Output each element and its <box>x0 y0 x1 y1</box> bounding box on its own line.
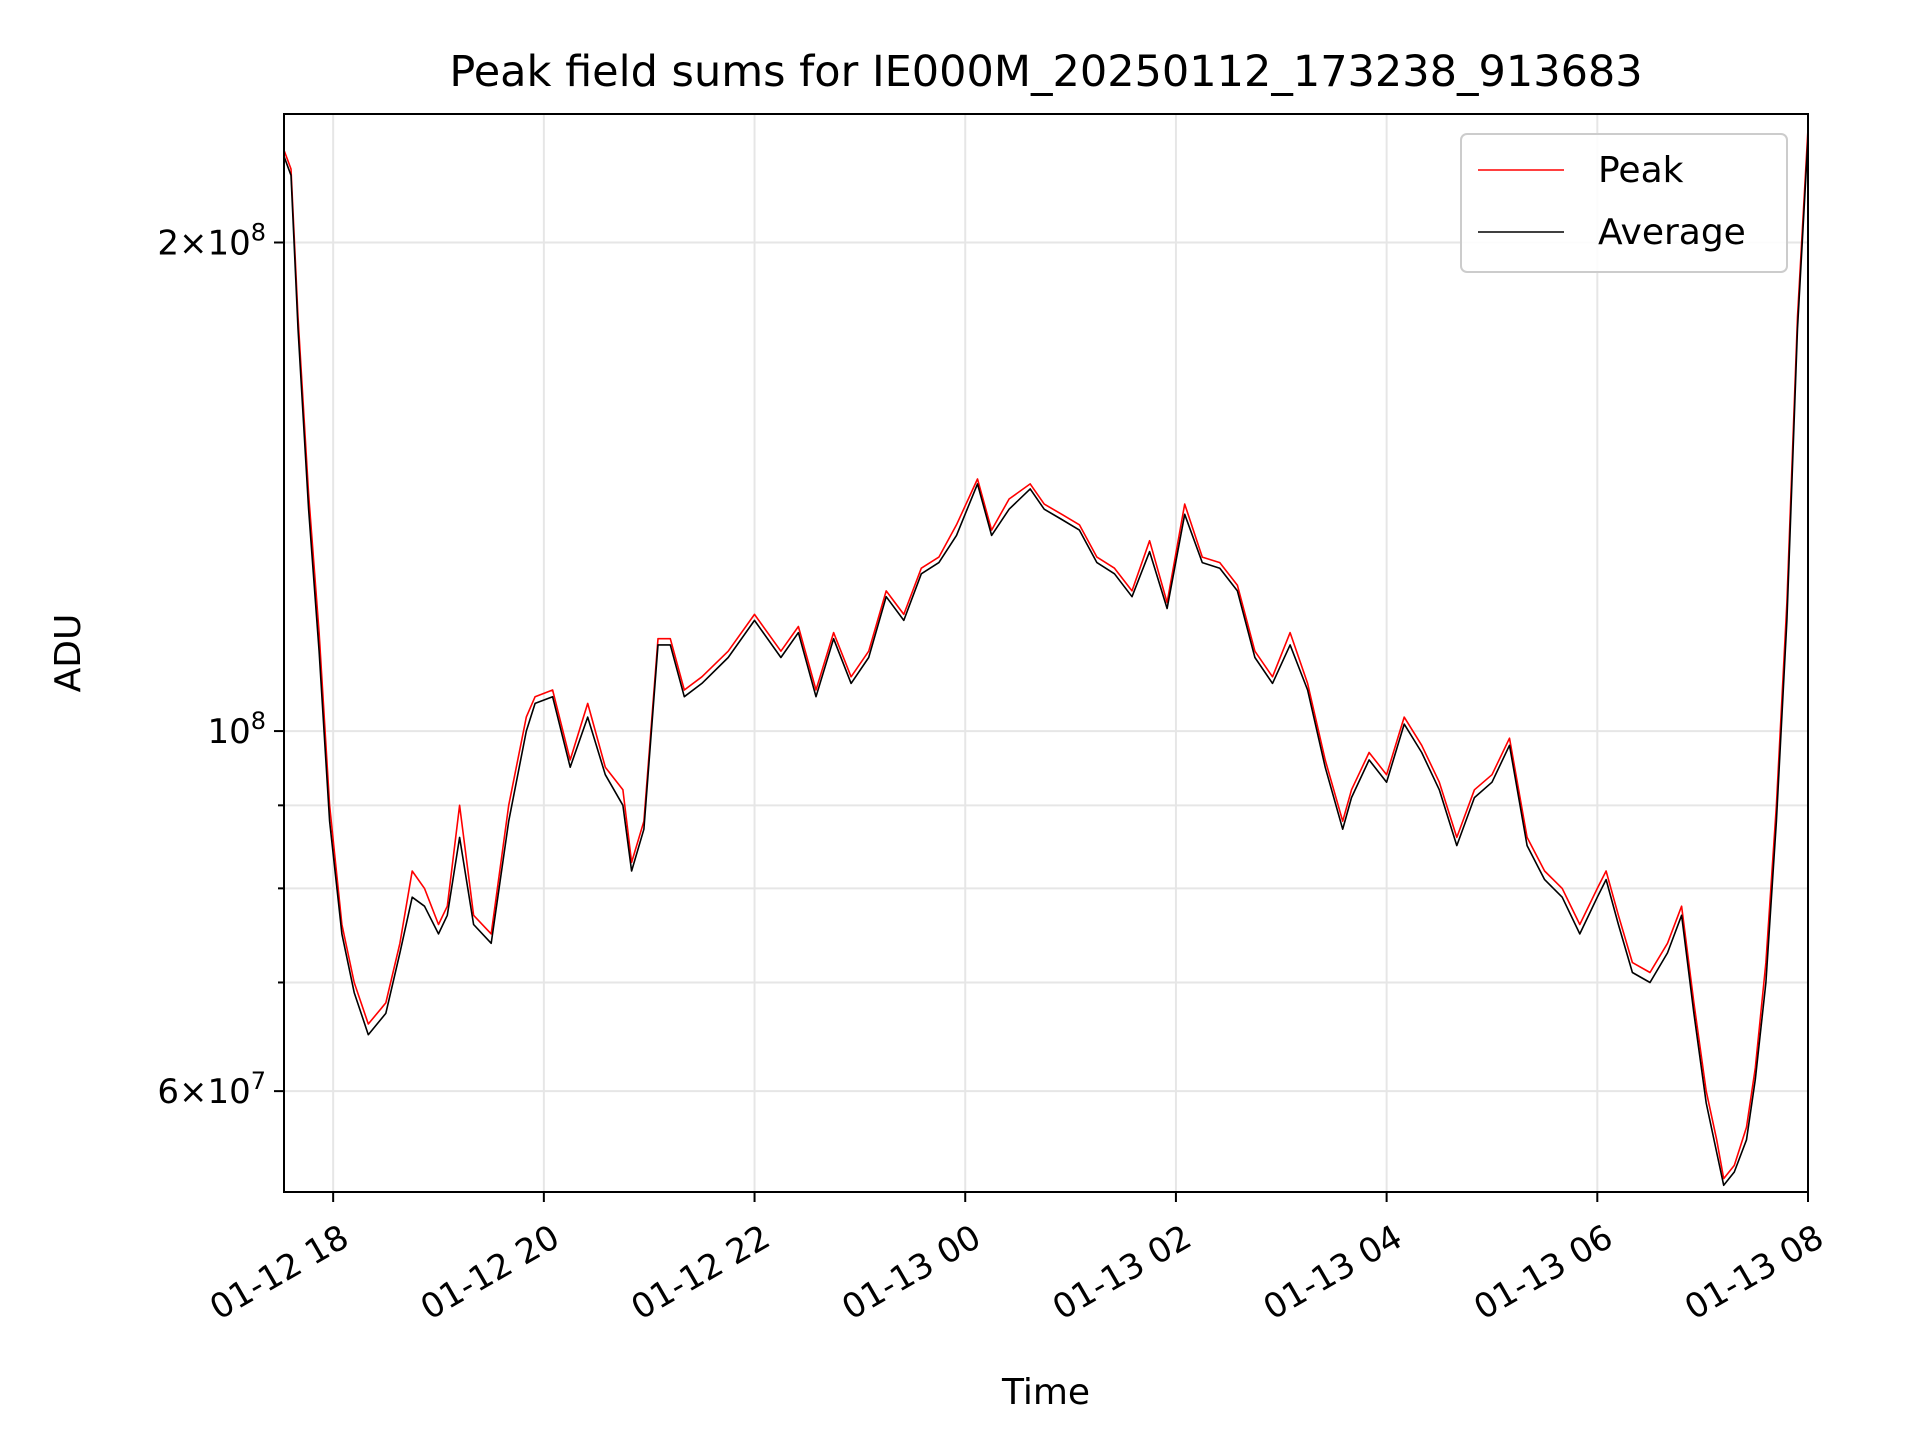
x-tick-label: 01-12 18 <box>203 1217 355 1328</box>
x-tick-label: 01-13 00 <box>835 1217 987 1328</box>
y-tick-label: 2×108 <box>157 219 266 264</box>
x-tick-label: 01-13 06 <box>1467 1217 1619 1328</box>
x-axis-ticks: 01-12 18 01-12 20 01-12 22 01-13 00 01-13 02… <box>203 1192 1831 1328</box>
plot-frame <box>283 113 1809 1193</box>
x-axis-label: Time <box>1001 1372 1090 1413</box>
legend-box <box>1460 133 1788 273</box>
grid-lines <box>284 114 1809 1192</box>
y-axis-label: ADU <box>48 614 89 693</box>
series-line-average <box>283 137 1809 1187</box>
series-line-peak <box>283 128 1809 1180</box>
legend-label-average: Average <box>1598 212 1746 253</box>
legend: Peak Average <box>1460 133 1788 273</box>
legend-label-peak: Peak <box>1598 150 1684 191</box>
plot-lines <box>283 128 1809 1187</box>
y-axis-ticks: 6×107 108 2×108 <box>157 219 284 1112</box>
chart-title: Peak field sums for IE000M_20250112_1732… <box>449 47 1642 97</box>
x-tick-label: 01-13 04 <box>1257 1217 1409 1328</box>
x-tick-label: 01-12 20 <box>414 1217 566 1328</box>
y-tick-label: 6×107 <box>157 1067 266 1112</box>
x-tick-label: 01-12 22 <box>625 1217 777 1328</box>
x-tick-label: 01-13 08 <box>1678 1217 1830 1328</box>
x-tick-label: 01-13 02 <box>1046 1217 1198 1328</box>
y-tick-label: 108 <box>207 707 266 752</box>
